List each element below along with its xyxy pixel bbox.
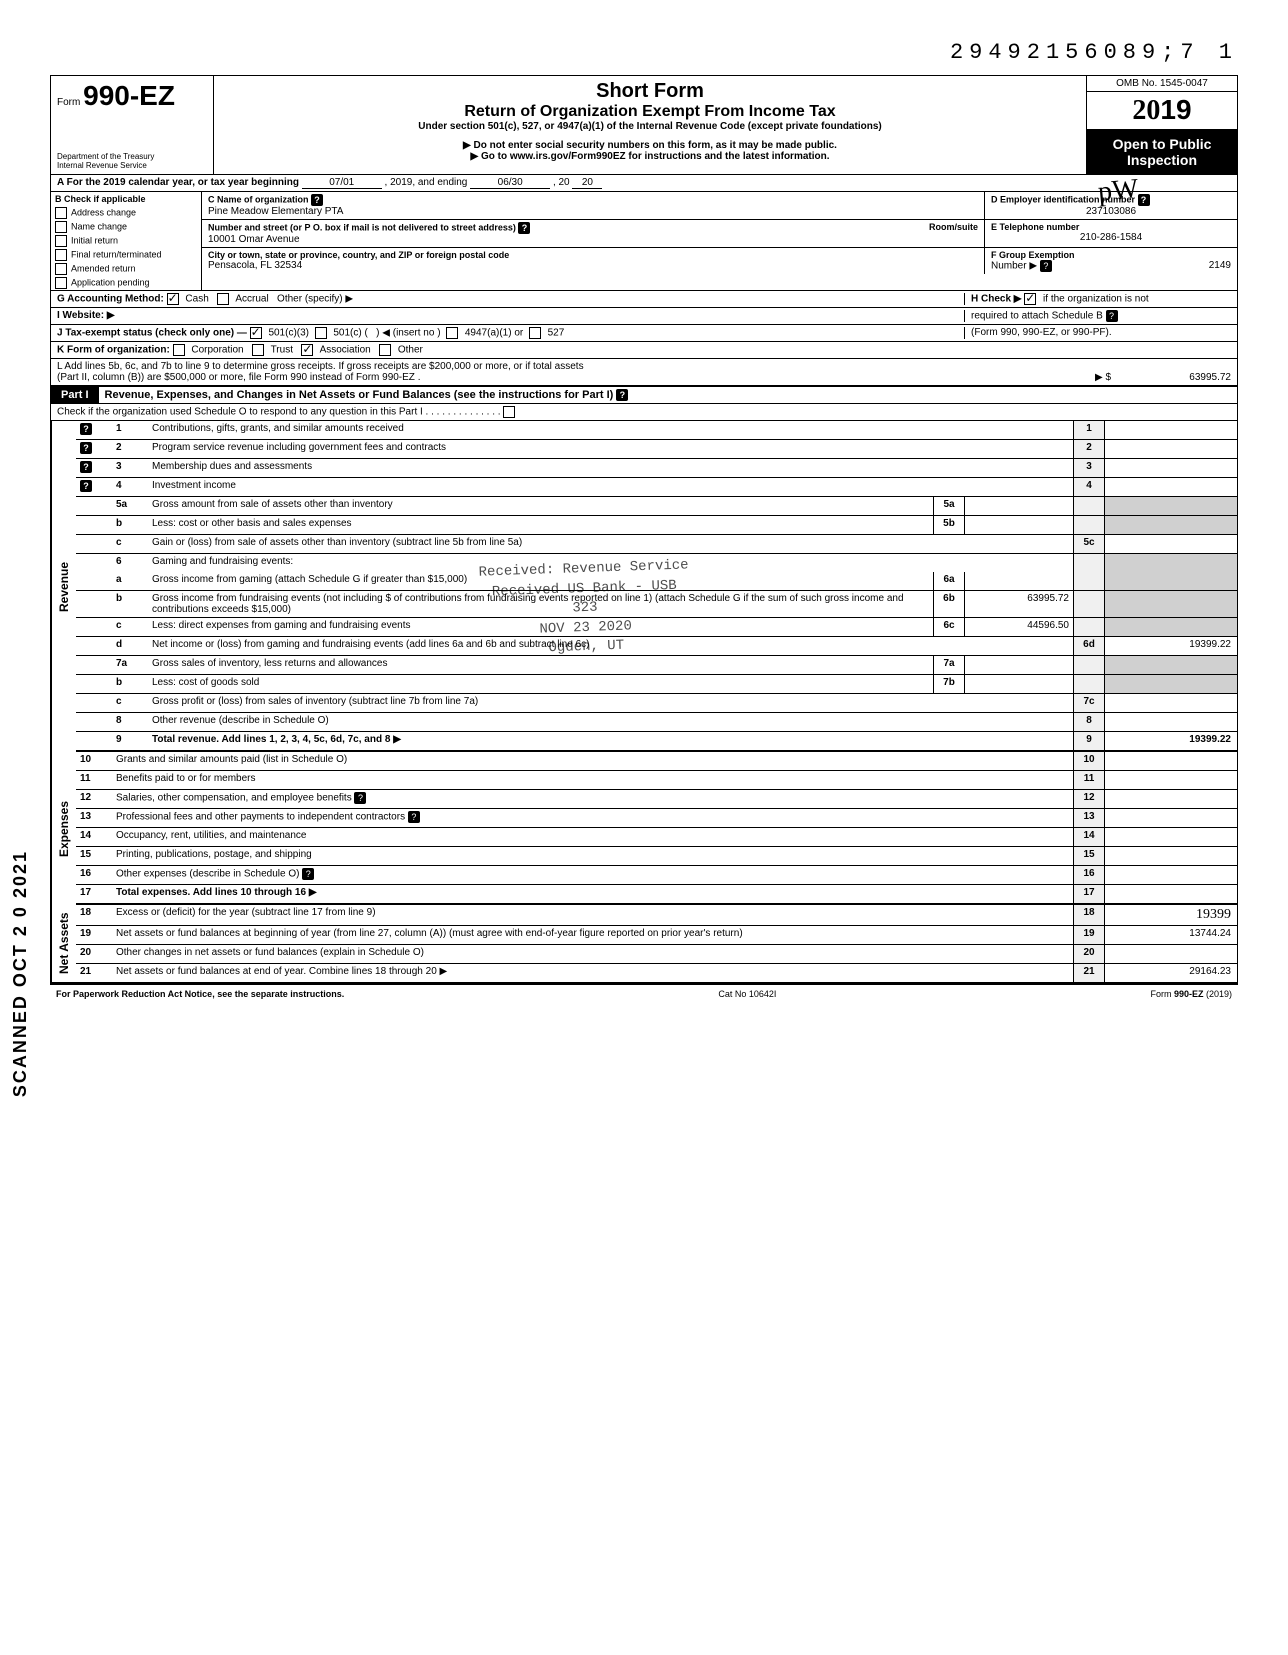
dept-treasury: Department of the Treasury Internal Reve… [57,152,207,170]
line-h: H Check ▶ if the organization is not [964,293,1231,305]
open-to-public: Open to PublicInspection [1087,130,1237,174]
row-a-tax-year: A For the 2019 calendar year, or tax yea… [51,175,1237,192]
line-g-accounting: G Accounting Method: Cash Accrual Other … [57,293,964,305]
part1-title: Revenue, Expenses, and Changes in Net As… [99,389,629,401]
help-icon[interactable]: ? [1106,310,1118,322]
help-icon[interactable]: ? [354,792,366,804]
line-i-website: I Website: ▶ [57,310,964,322]
expenses-label: Expenses [51,752,76,905]
cb-accrual[interactable] [217,293,229,305]
line-h2: required to attach Schedule B ? [964,310,1231,322]
scanned-stamp: SCANNED OCT 2 0 2021 [10,850,31,1097]
title-section: Under section 501(c), 527, or 4947(a)(1)… [224,121,1076,132]
title-short-form: Short Form [224,80,1076,103]
received-stamp: Received: Revenue Service Received US Ba… [478,556,691,661]
line-j-tax-exempt: J Tax-exempt status (check only one) — 5… [57,327,964,339]
help-icon[interactable]: ? [302,868,314,880]
goto-link: ▶ Go to www.irs.gov/Form990EZ for instru… [224,151,1076,162]
cb-other[interactable] [379,344,391,356]
cb-corporation[interactable] [173,344,185,356]
org-name: Pine Meadow Elementary PTA [208,206,978,217]
telephone: 210-286-1584 [991,232,1231,243]
warn-ssn: ▶ Do not enter social security numbers o… [224,140,1076,151]
line-k-form-org: K Form of organization: Corporation Trus… [51,342,1237,359]
cb-schedule-b[interactable] [1024,293,1036,305]
omb-number: OMB No. 1545-0047 [1087,76,1237,92]
help-icon[interactable]: ? [518,222,530,234]
cb-cash[interactable] [167,293,179,305]
title-return: Return of Organization Exempt From Incom… [224,103,1076,121]
col-b-checkboxes: B Check if applicable Address change Nam… [51,192,202,290]
line-l-gross-receipts: L Add lines 5b, 6c, and 7b to line 9 to … [51,359,1237,387]
cb-application-pending[interactable]: Application pending [51,276,201,290]
cb-schedule-o[interactable] [503,406,515,418]
part1-check: Check if the organization used Schedule … [51,404,1237,421]
cb-address-change[interactable]: Address change [51,206,201,220]
help-icon[interactable]: ? [616,389,628,401]
cb-527[interactable] [529,327,541,339]
group-exemption: Number ▶ ? 2149 [991,260,1231,272]
cb-501c3[interactable] [250,327,262,339]
signature-scribble: pW [1096,173,1139,208]
cb-initial-return[interactable]: Initial return [51,234,201,248]
help-icon[interactable]: ? [408,811,420,823]
cb-association[interactable] [301,344,313,356]
cb-name-change[interactable]: Name change [51,220,201,234]
city-state-zip: Pensacola, FL 32534 [208,260,978,271]
cb-4947[interactable] [446,327,458,339]
revenue-label: Revenue [51,421,76,752]
help-icon[interactable]: ? [1040,260,1052,272]
form-990ez: Form 990-EZ Department of the Treasury I… [50,75,1238,985]
cb-amended-return[interactable]: Amended return [51,262,201,276]
net-assets-label: Net Assets [51,905,76,982]
help-icon[interactable]: ? [311,194,323,206]
footer: For Paperwork Reduction Act Notice, see … [50,985,1238,1003]
form-number: Form 990-EZ [57,80,207,112]
street: 10001 Omar Avenue [208,234,978,245]
cb-501c[interactable] [315,327,327,339]
tax-year: 2019 [1087,92,1237,130]
line-h3: (Form 990, 990-EZ, or 990-PF). [964,327,1231,339]
top-document-number: 29492156089;7 1 [50,40,1238,65]
cb-trust[interactable] [252,344,264,356]
part1-tab: Part I [51,387,99,403]
cb-final-return[interactable]: Final return/terminated [51,248,201,262]
